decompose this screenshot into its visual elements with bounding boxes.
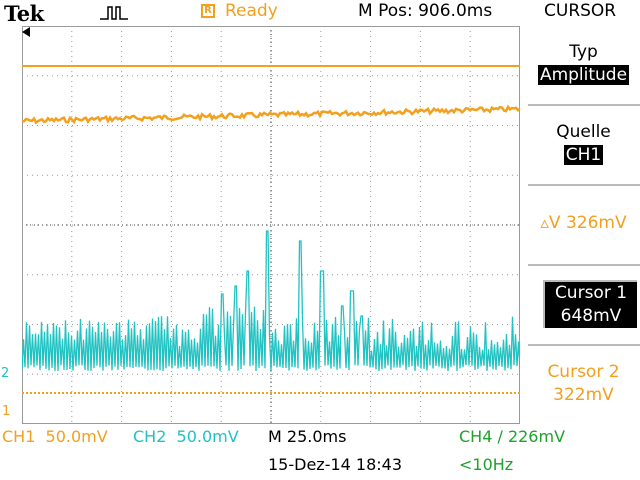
ch1-ground-marker: 1 — [2, 404, 11, 419]
source-value[interactable]: CH1 — [563, 145, 604, 165]
horizontal-position: M Pos: 906.0ms — [358, 1, 493, 21]
menu-title: CURSOR — [544, 1, 617, 21]
menu-divider — [528, 264, 640, 266]
date-time: 15-Dez-14 18:43 — [268, 455, 403, 474]
waveform-svg — [22, 26, 520, 424]
status-bar: Tek R Ready M Pos: 906.0ms CURSOR — [0, 0, 640, 26]
acquisition-status: Ready — [225, 1, 278, 21]
cursor2-value[interactable]: 322mV — [553, 385, 614, 405]
menu-divider — [528, 104, 640, 106]
cursor2-label[interactable]: Cursor 2 — [547, 362, 620, 382]
brand-logo: Tek — [4, 1, 44, 26]
trigger-position-icon — [22, 27, 30, 37]
delta-readout: ▵V 326mV — [540, 213, 627, 233]
type-label: Typ — [569, 42, 598, 62]
trigger-readout: CH4 ∕ 226mV — [459, 427, 566, 446]
timebase: M 25.0ms — [268, 427, 347, 446]
ch2-scale: CH2 50.0mV — [133, 427, 239, 446]
ch1-scale: CH1 50.0mV — [2, 427, 108, 446]
trigger-frequency: <10Hz — [459, 455, 514, 474]
cursor1-label: Cursor 1 — [554, 283, 628, 303]
menu-divider — [528, 184, 640, 186]
source-label: Quelle — [556, 122, 611, 142]
type-value-container[interactable]: Amplitude — [527, 65, 640, 85]
source-value-container[interactable]: CH1 — [527, 145, 640, 165]
trigger-pulse-icon — [100, 6, 128, 20]
ch2-trace — [22, 230, 520, 372]
cursor1-value: 648mV — [560, 306, 622, 326]
menu-divider — [528, 344, 640, 346]
ch1-trace — [22, 104, 520, 125]
ch2-ground-marker: 2 — [1, 366, 10, 381]
type-value[interactable]: Amplitude — [537, 65, 630, 85]
waveform-display[interactable] — [22, 26, 520, 424]
cursor1-button[interactable]: Cursor 1 648mV — [543, 280, 637, 328]
status-icon: R — [201, 4, 215, 18]
